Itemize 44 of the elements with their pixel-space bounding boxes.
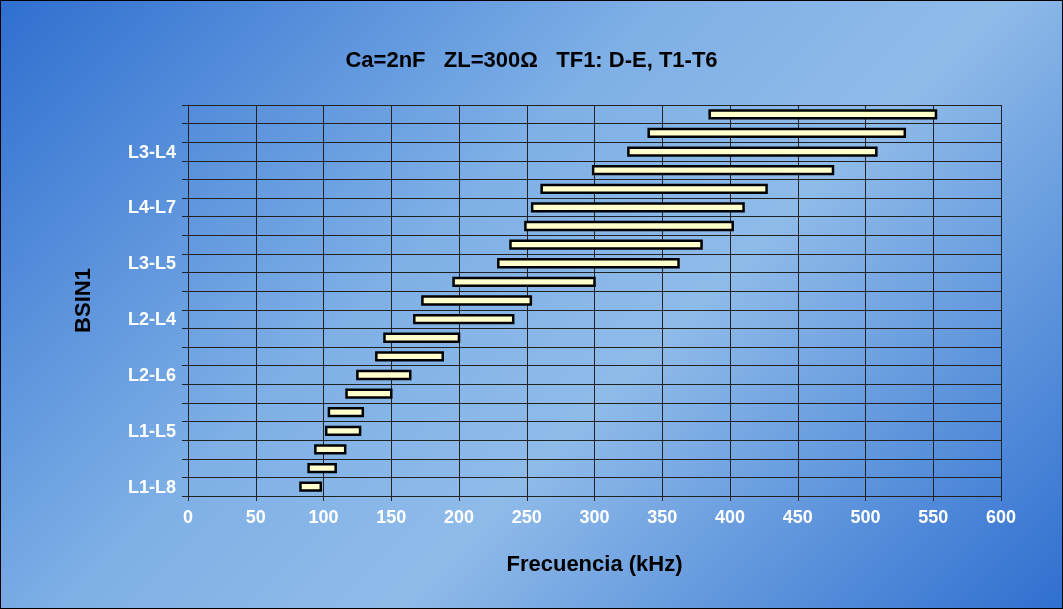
bar [627, 146, 878, 157]
y-tick-label: L2-L6 [127, 364, 176, 385]
x-tick-label: 600 [985, 507, 1017, 527]
bar [524, 220, 734, 232]
bar [530, 202, 745, 213]
bar [421, 295, 533, 306]
chart-title: Ca=2nF ZL=300Ω TF1: D-E, T1-T6 [345, 46, 718, 72]
x-tick-label: 550 [918, 507, 949, 527]
x-tick-label: 350 [647, 507, 678, 527]
bar [708, 109, 938, 120]
bar [647, 127, 907, 139]
x-tick-label: 50 [245, 507, 266, 527]
x-tick-label: 200 [443, 507, 475, 527]
x-tick-label: 400 [714, 507, 746, 527]
x-tick-label: 150 [376, 507, 407, 527]
y-tick-label: L3-L4 [127, 141, 176, 162]
x-axis-title: Frecuencia (kHz) [506, 550, 683, 576]
bar [324, 425, 362, 436]
y-tick-label: L2-L4 [127, 309, 176, 330]
bar [540, 183, 768, 194]
x-tick-label: 250 [511, 507, 542, 527]
y-tick-label: L1-L8 [127, 476, 176, 497]
y-axis-title: BSIN1 [69, 268, 95, 333]
x-tick-label: 450 [782, 507, 813, 527]
y-tick-label: L4-L7 [127, 197, 176, 218]
x-tick-label: 100 [308, 507, 339, 527]
bar [375, 351, 444, 362]
bar [314, 444, 347, 455]
bar [327, 407, 365, 418]
bar [509, 239, 703, 250]
x-tick-label: 0 [182, 507, 194, 527]
bar [383, 332, 461, 343]
bar [345, 388, 393, 399]
bar [413, 313, 515, 325]
bar [307, 462, 337, 474]
x-tick-label: 300 [579, 507, 610, 527]
bar [452, 276, 596, 288]
bar [591, 165, 835, 176]
y-tick-label: L1-L5 [127, 420, 176, 441]
bar [299, 481, 323, 492]
x-tick-label: 500 [850, 507, 881, 527]
bar [497, 258, 680, 269]
bar [356, 369, 412, 381]
y-tick-label: L3-L5 [127, 253, 176, 274]
